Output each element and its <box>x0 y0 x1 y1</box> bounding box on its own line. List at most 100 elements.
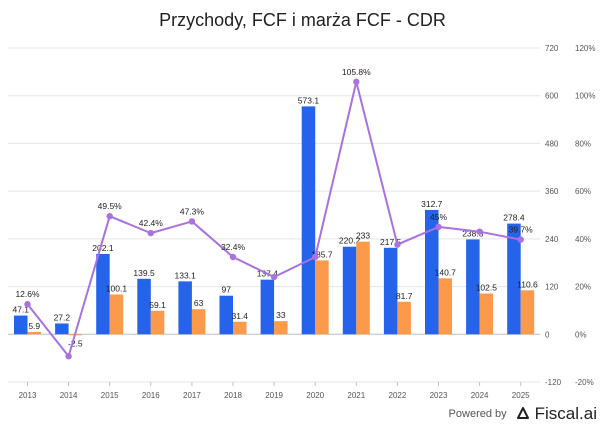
y-left-tick-label: 600 <box>545 92 559 101</box>
fcf-label: 5.9 <box>28 321 40 331</box>
fcf-label: -2.5 <box>68 338 83 348</box>
revenue-bar <box>466 239 480 335</box>
x-tick-label: 2019 <box>265 391 283 400</box>
revenue-label: 133.1 <box>175 270 197 280</box>
revenue-bar <box>178 281 192 335</box>
revenue-bar <box>14 315 28 335</box>
revenue-label: 139.5 <box>133 268 155 278</box>
x-tick-label: 2013 <box>19 391 37 400</box>
revenue-bar <box>96 253 110 335</box>
revenue-bar <box>342 246 357 335</box>
margin-label: 45% <box>430 212 447 222</box>
margin-label: 49.5% <box>98 201 123 211</box>
fcf-bar <box>150 310 165 335</box>
fcf-bar <box>520 290 535 335</box>
fcf-label: 63 <box>194 298 204 308</box>
revenue-label: 278.4 <box>503 213 525 223</box>
margin-point <box>435 223 442 231</box>
revenue-bar <box>425 209 439 335</box>
y-left-tick-label: 0 <box>545 330 550 339</box>
revenue-label: 573.1 <box>298 95 320 105</box>
y-right-tick-label: -20% <box>575 378 594 387</box>
y-left-tick-label: 720 <box>545 44 559 53</box>
footer: Powered by Fiscal.ai <box>449 403 597 425</box>
revenue-label: 27.2 <box>54 312 71 322</box>
margin-point <box>270 273 278 281</box>
fcf-label: 233 <box>356 231 370 241</box>
fcf-label: 33 <box>276 310 286 320</box>
margin-point <box>517 236 524 243</box>
margin-point <box>394 241 401 248</box>
x-tick-label: 2017 <box>183 391 201 400</box>
revenue-label: 202.1 <box>92 243 114 253</box>
y-right-tick-label: 120% <box>575 44 595 53</box>
margin-point <box>476 228 483 235</box>
fcf-bar <box>479 293 494 335</box>
fcf-label: 59.1 <box>149 300 166 310</box>
fcf-label: 110.6 <box>517 279 538 289</box>
revenue-bar <box>55 323 69 335</box>
x-tick-label: 2023 <box>430 391 448 400</box>
revenue-bar <box>219 295 233 335</box>
y-left-tick-label: 120 <box>545 283 559 292</box>
fiscal-logo-icon <box>516 407 529 419</box>
fcf-label: 185.7 <box>311 249 333 259</box>
margin-point <box>229 253 237 261</box>
fcf-bar <box>233 321 247 335</box>
x-tick-label: 2014 <box>60 391 78 400</box>
fcf-label: 81.7 <box>396 291 413 301</box>
fcf-bar <box>356 241 370 335</box>
fcf-label: 31.4 <box>231 311 248 321</box>
revenue-label: 312.7 <box>421 199 443 209</box>
margin-label: 42.4% <box>139 218 164 228</box>
x-tick-label: 2016 <box>142 391 160 400</box>
fcf-label: 100.1 <box>106 283 128 293</box>
margin-label: 105.8% <box>342 67 371 77</box>
y-right-tick-label: 80% <box>575 139 591 148</box>
x-tick-label: 2022 <box>389 391 407 400</box>
fcf-bar <box>438 278 452 335</box>
fcf-label: 140.7 <box>435 267 457 277</box>
x-tick-label: 2025 <box>512 391 530 400</box>
revenue-bar <box>137 278 151 335</box>
fcf-bar <box>274 321 288 335</box>
fcf-bar <box>397 301 411 335</box>
y-left-tick-label: 240 <box>545 235 559 244</box>
revenue-bar <box>301 106 316 335</box>
fcf-label: 102.5 <box>476 283 498 293</box>
powered-by-label: Powered by <box>448 408 507 420</box>
y-left-tick-label: -120 <box>545 378 562 387</box>
margin-label: 39.7% <box>509 225 534 235</box>
x-tick-label: 2018 <box>224 391 242 400</box>
margin-point <box>65 353 72 360</box>
revenue-bar <box>507 223 521 335</box>
x-tick-label: 2020 <box>306 391 324 400</box>
y-left-tick-label: 360 <box>545 187 559 196</box>
fcf-bar <box>109 294 124 335</box>
revenue-label: 220.2 <box>339 236 361 246</box>
x-tick-label: 2024 <box>471 391 489 400</box>
revenue-label: 238.5 <box>462 228 484 238</box>
margin-label: 47.3% <box>180 206 205 216</box>
x-tick-label: 2021 <box>347 391 365 400</box>
fcf-bar <box>27 331 41 335</box>
margin-label: 32.4% <box>221 242 246 252</box>
revenue-label: 217.5 <box>380 237 402 247</box>
y-right-tick-label: 60% <box>575 187 591 196</box>
margin-point <box>312 253 319 261</box>
margin-point <box>106 212 113 220</box>
margin-label: 12.6% <box>15 289 40 299</box>
y-right-tick-label: 40% <box>575 235 591 244</box>
revenue-bar <box>383 247 398 335</box>
fcf-bar <box>315 260 329 335</box>
margin-point <box>147 229 154 237</box>
y-right-tick-label: 100% <box>575 92 595 101</box>
margin-point <box>188 218 196 225</box>
y-right-tick-label: 20% <box>575 283 591 292</box>
chart-title: Przychody, FCF i marża FCF - CDR <box>159 10 446 30</box>
revenue-bar <box>260 279 275 335</box>
margin-point <box>353 78 360 86</box>
x-tick-label: 2015 <box>101 391 119 400</box>
revenue-label: 97 <box>222 285 232 295</box>
